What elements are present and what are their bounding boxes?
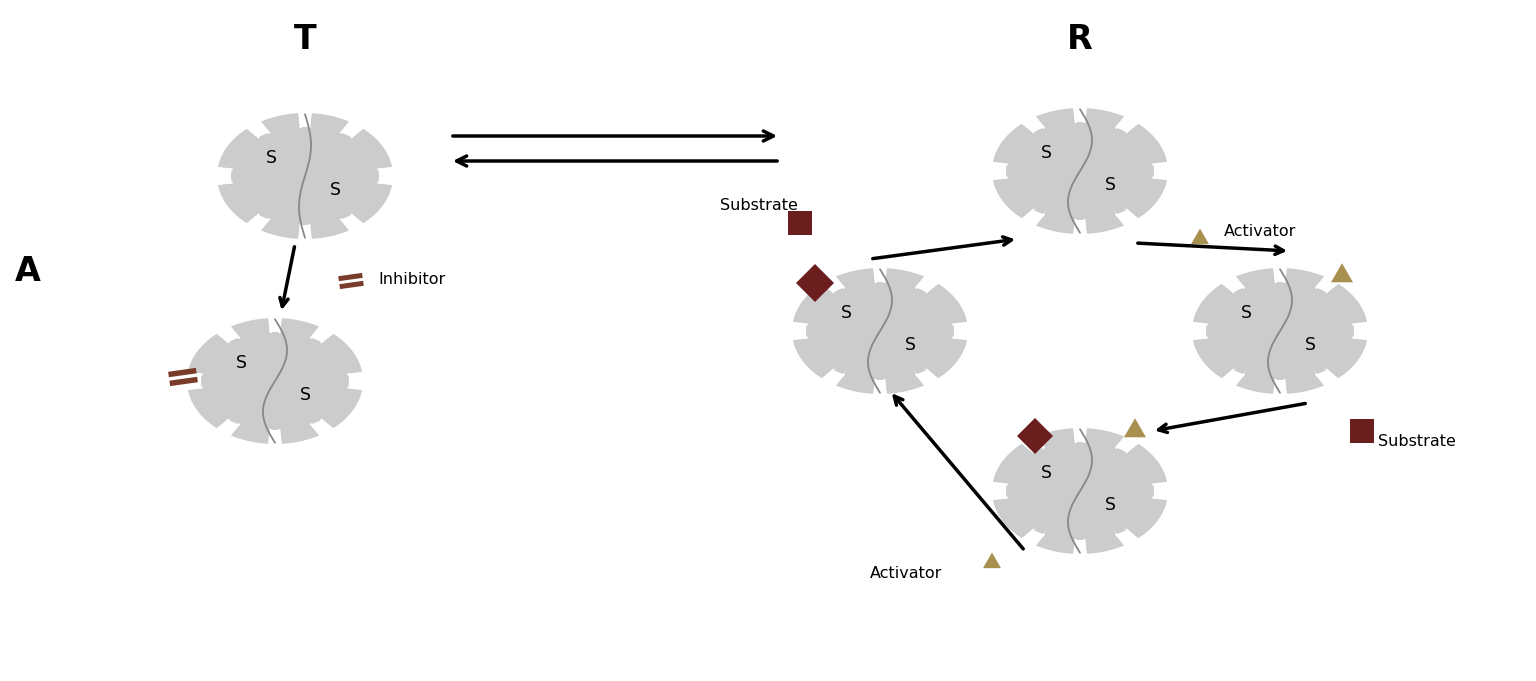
Polygon shape [169, 377, 198, 386]
Text: T: T [293, 23, 316, 56]
Text: S: S [1041, 144, 1052, 162]
Text: S: S [1306, 336, 1316, 354]
Text: S: S [301, 386, 312, 404]
Text: S: S [842, 304, 852, 322]
Text: S: S [330, 181, 341, 199]
Text: S: S [905, 336, 917, 354]
Text: Substrate: Substrate [1378, 434, 1456, 449]
Polygon shape [1193, 268, 1367, 394]
Polygon shape [992, 428, 1167, 554]
Polygon shape [218, 113, 392, 239]
Text: S: S [237, 354, 247, 373]
Polygon shape [796, 264, 834, 302]
Polygon shape [1124, 418, 1146, 437]
Text: A: A [15, 255, 41, 287]
Polygon shape [338, 273, 362, 281]
Text: S: S [1106, 176, 1117, 194]
Text: Activator: Activator [1224, 223, 1296, 238]
Polygon shape [788, 211, 813, 235]
Polygon shape [793, 268, 968, 394]
Polygon shape [187, 318, 362, 444]
Text: Substrate: Substrate [720, 197, 799, 212]
Text: S: S [266, 149, 276, 168]
Text: S: S [1106, 496, 1117, 514]
Text: S: S [1041, 464, 1052, 482]
Text: S: S [1241, 304, 1252, 322]
Text: Activator: Activator [869, 565, 942, 580]
Text: R: R [1068, 23, 1094, 56]
Polygon shape [992, 108, 1167, 234]
Polygon shape [167, 368, 197, 377]
Polygon shape [1350, 419, 1375, 443]
Polygon shape [1190, 229, 1209, 244]
Polygon shape [983, 552, 1001, 568]
Text: Inhibitor: Inhibitor [378, 272, 445, 287]
Polygon shape [339, 281, 364, 289]
Polygon shape [1017, 418, 1054, 454]
Polygon shape [1332, 264, 1353, 283]
